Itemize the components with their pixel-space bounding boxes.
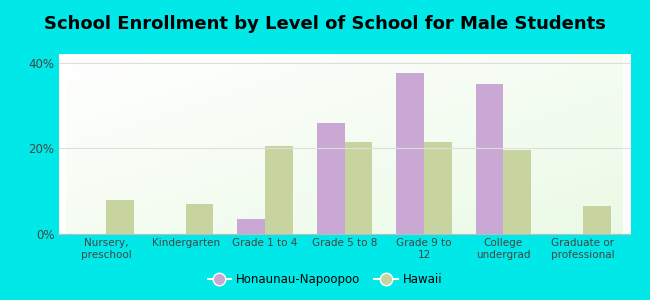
Bar [503, 150, 531, 234]
Bar [186, 204, 213, 234]
Text: School Enrollment by Level of School for Male Students: School Enrollment by Level of School for… [44, 15, 606, 33]
Bar [106, 200, 134, 234]
Bar [344, 142, 372, 234]
Bar [424, 142, 452, 234]
Bar [476, 84, 503, 234]
Bar [237, 219, 265, 234]
Bar [583, 206, 610, 234]
Bar [396, 73, 424, 234]
Bar [265, 146, 293, 234]
Legend: Honaunau-Napoopoo, Hawaii: Honaunau-Napoopoo, Hawaii [203, 269, 447, 291]
Bar [317, 123, 345, 234]
